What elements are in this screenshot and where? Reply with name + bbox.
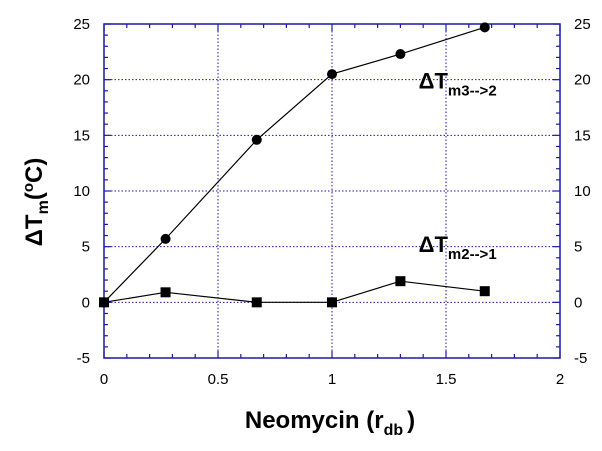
square-marker	[160, 287, 171, 298]
data-series	[99, 22, 490, 308]
square-marker	[479, 286, 490, 297]
circle-marker	[479, 22, 490, 33]
y-tick-label-right: 5	[574, 239, 582, 256]
annotation-delta-tm2-1: ΔTm2-->1	[419, 232, 497, 263]
y-tick-label-left: 25	[73, 16, 90, 33]
y-tick-label-left: 15	[73, 127, 90, 144]
y-tick-label-left: 0	[82, 294, 90, 311]
y-tick-label-right: 15	[574, 127, 591, 144]
x-tick-label: 0.5	[208, 371, 229, 388]
y-tick-label-right: 10	[574, 183, 591, 200]
series-line-2	[103, 280, 485, 303]
x-tick-label: 1.5	[436, 371, 457, 388]
annotation-delta-tm3-2: ΔTm3-->2	[419, 69, 497, 100]
y-tick-label-left: 10	[73, 183, 90, 200]
x-tick-label: 1	[328, 371, 336, 388]
y-tick-label-left: 5	[82, 239, 90, 256]
square-marker	[327, 297, 337, 308]
y-tick-label-right: 20	[574, 72, 591, 89]
circle-marker	[395, 49, 406, 60]
x-tick-label: 2	[556, 371, 564, 388]
y-tick-label-left: 20	[73, 72, 90, 89]
circle-marker	[160, 233, 171, 244]
square-marker	[99, 297, 109, 308]
x-axis-title: Neomycin (rdb)	[245, 407, 415, 439]
series-line-1	[103, 26, 485, 303]
y-tick-label-left: -5	[77, 350, 90, 367]
x-tick-label: 0	[100, 371, 108, 388]
y-tick-label-right: 0	[574, 294, 582, 311]
tick-labels: 0 0.5 1 1.5 2 -5 -5 0 0 5 5 10 10 15 15 20 20 25 25	[73, 16, 590, 388]
square-marker	[395, 276, 406, 287]
circle-marker	[327, 69, 337, 80]
circle-marker	[251, 134, 262, 145]
square-marker	[251, 297, 262, 308]
axis-ticks	[103, 23, 561, 359]
y-axis-title: ΔTm(oC)	[20, 158, 52, 247]
y-tick-label-right: 25	[574, 16, 591, 33]
y-tick-label-right: -5	[574, 350, 587, 367]
